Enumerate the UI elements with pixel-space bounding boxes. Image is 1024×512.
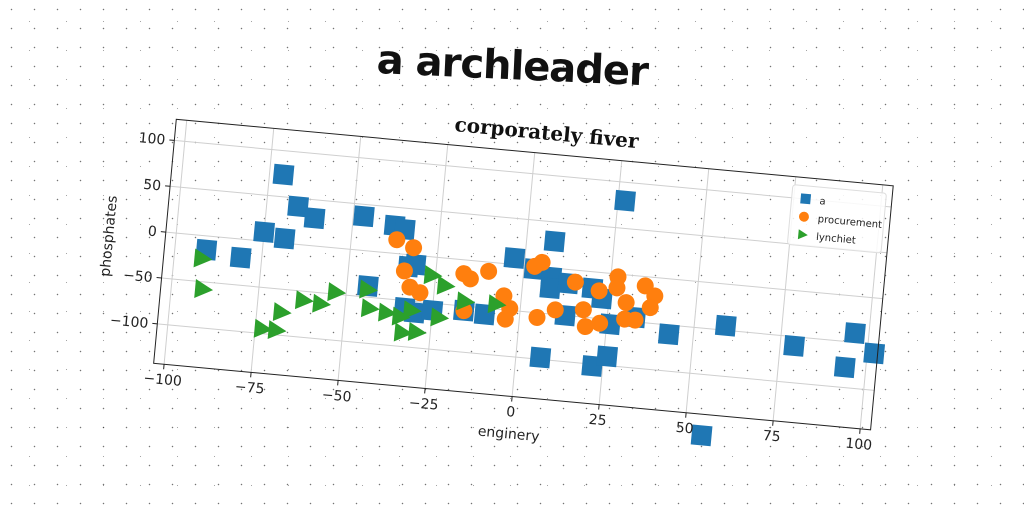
data-point <box>272 163 295 186</box>
data-point <box>591 314 609 332</box>
legend-entry: a <box>819 196 826 208</box>
data-point <box>783 335 805 357</box>
data-point <box>833 356 856 379</box>
x-tick-label: 50 <box>675 420 694 438</box>
data-point <box>456 291 476 311</box>
data-point <box>360 298 380 318</box>
data-point <box>480 262 498 280</box>
x-tick-label: −50 <box>321 387 352 406</box>
data-point <box>657 323 680 346</box>
x-tick-label: 0 <box>505 404 515 421</box>
series-a <box>195 163 886 447</box>
data-point <box>402 300 422 320</box>
data-point <box>529 346 552 369</box>
data-point <box>229 246 252 269</box>
data-point <box>608 279 626 297</box>
x-tick-label: −75 <box>234 379 265 398</box>
data-point <box>395 262 413 280</box>
data-point <box>714 314 737 337</box>
data-point <box>423 265 443 285</box>
data-point <box>312 293 332 313</box>
data-point <box>411 284 429 302</box>
data-point <box>863 342 886 365</box>
data-point <box>503 247 526 269</box>
x-grid-line <box>163 120 188 365</box>
data-point <box>193 248 213 268</box>
x-axis-label: enginery <box>477 424 540 446</box>
axis-ticks: −100 −75 −50 −25 0 25 50 75 100 −100 −50 0 50 100 <box>109 130 873 454</box>
data-point <box>253 221 275 243</box>
x-tick-label: −100 <box>143 370 183 389</box>
series-lynchiet <box>193 248 507 342</box>
y-grid-line <box>174 139 892 208</box>
legend-marker <box>800 193 812 205</box>
data-point <box>194 279 214 298</box>
data-point <box>405 239 423 257</box>
data-point <box>576 318 594 336</box>
data-point <box>614 189 636 212</box>
data-point <box>393 322 413 342</box>
legend-marker <box>798 211 809 222</box>
data-point <box>546 301 564 319</box>
data-point <box>528 308 546 326</box>
x-grid-line <box>685 168 710 413</box>
data-point <box>844 322 866 344</box>
x-grid-line <box>337 136 362 381</box>
data-points <box>193 163 886 447</box>
data-point <box>388 231 406 249</box>
data-point <box>626 311 644 329</box>
y-axis-label: phosphates <box>97 195 120 277</box>
legend-box <box>787 184 887 254</box>
data-point <box>617 294 635 312</box>
data-point <box>566 273 584 291</box>
data-point <box>461 270 479 288</box>
data-point <box>359 279 378 299</box>
legend-entry: lynchiet <box>816 232 857 247</box>
data-point <box>272 302 292 321</box>
data-point <box>526 257 544 275</box>
data-point <box>430 307 450 327</box>
data-point <box>303 207 326 230</box>
data-point <box>407 321 427 341</box>
data-point <box>543 230 566 253</box>
data-point <box>267 320 287 340</box>
data-point <box>590 282 608 300</box>
data-point <box>496 310 514 328</box>
chart-title: corporately fiver <box>454 112 640 153</box>
data-point <box>287 195 309 218</box>
y-tick-label: 50 <box>143 177 162 195</box>
plot-group: corporately fiver −100 −75 −50 −25 0 25 50 75 10… <box>97 112 894 454</box>
data-point <box>294 290 314 310</box>
data-point <box>596 345 618 368</box>
y-tick-label: 0 <box>147 224 157 241</box>
data-point <box>539 277 562 300</box>
data-point <box>391 306 411 326</box>
data-point <box>574 301 592 319</box>
data-point <box>273 227 296 250</box>
legend-marker <box>797 229 808 240</box>
data-point <box>487 294 507 314</box>
x-grid-line <box>511 152 536 397</box>
data-point <box>436 275 456 295</box>
x-tick-label: 100 <box>845 436 873 454</box>
x-tick-label: −25 <box>408 395 439 414</box>
x-grid-line <box>424 144 449 389</box>
y-grid-line <box>161 277 879 346</box>
x-tick-label: 75 <box>762 428 781 446</box>
data-point <box>641 299 659 317</box>
data-point <box>352 205 375 228</box>
data-point <box>253 318 273 338</box>
data-point <box>327 282 347 302</box>
y-tick-label: 100 <box>138 130 166 148</box>
series-procurement <box>388 231 664 336</box>
y-tick-label: −100 <box>109 312 149 331</box>
y-tick-label: −50 <box>122 267 153 286</box>
data-point <box>690 424 713 447</box>
x-tick-label: 25 <box>588 412 607 430</box>
data-point <box>378 302 397 322</box>
